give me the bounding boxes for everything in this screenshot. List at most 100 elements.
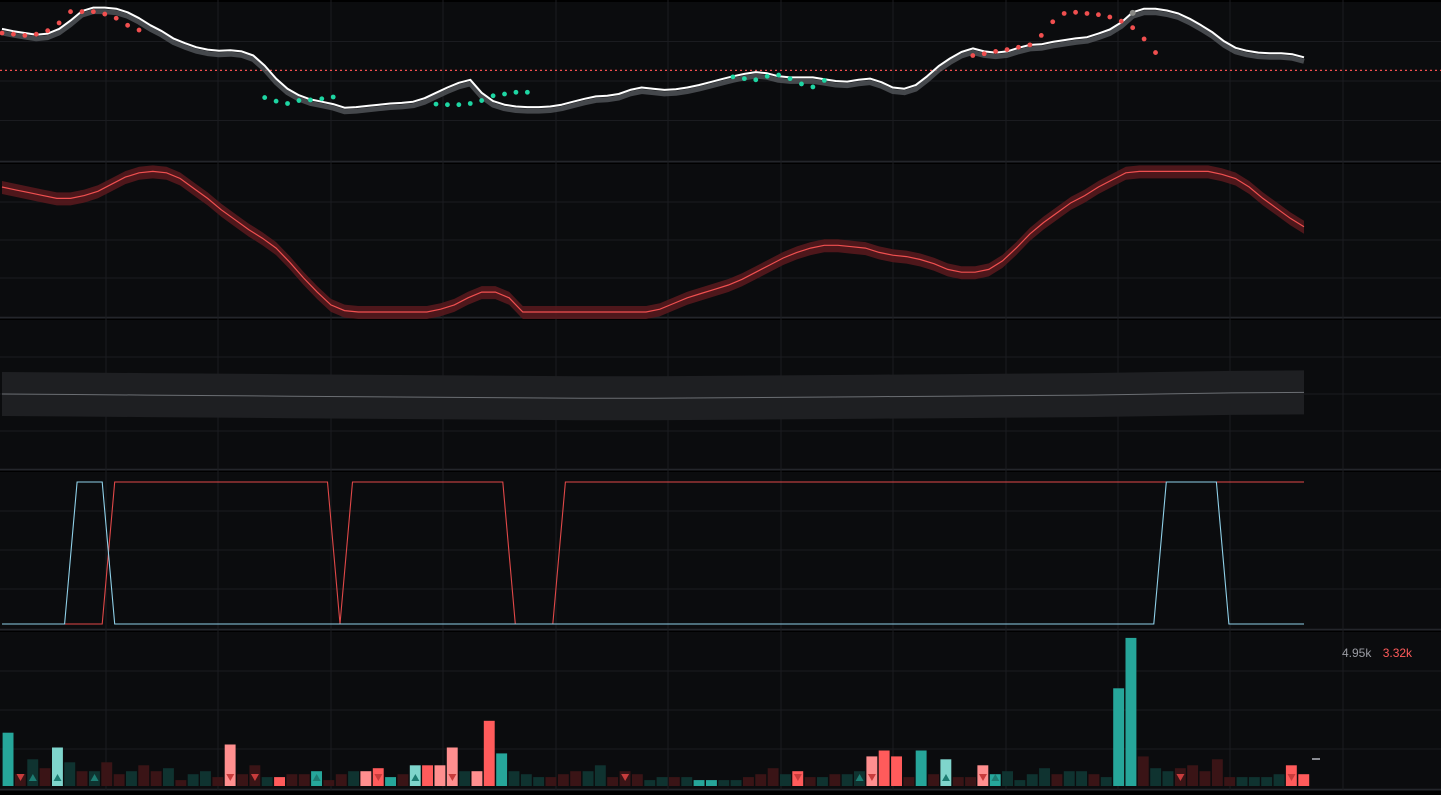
volume-bar: [545, 777, 557, 786]
volume-bar: [76, 771, 88, 786]
oscillator-band: [2, 165, 1304, 319]
signal-dot-green: [810, 84, 816, 90]
signal-dot-green: [433, 101, 439, 107]
volume-bar: [261, 777, 273, 786]
signal-dot-red: [1038, 32, 1044, 38]
signal-dot-green: [445, 102, 450, 108]
volume-bar: [767, 768, 779, 786]
volume-value-2: 3.32k: [1382, 646, 1413, 660]
volume-bar: [681, 777, 693, 786]
volume-bar: [1211, 759, 1223, 786]
volume-bar: [27, 759, 39, 786]
signal-dot-red: [22, 32, 28, 38]
main-line-shadow: [1, 9, 1305, 115]
signal-dot-red: [981, 51, 987, 57]
volume-bar: [1014, 780, 1026, 786]
signal-dot-red: [1061, 11, 1067, 16]
signal-dot-green: [456, 102, 462, 108]
volume-bar: [1150, 768, 1162, 786]
down-marker: [1287, 774, 1296, 781]
volume-bar: [138, 765, 150, 786]
volume-bar: [422, 765, 433, 786]
volume-bar: [397, 774, 409, 786]
up-marker: [53, 774, 62, 781]
volume-bar: [903, 777, 915, 786]
volume-bar: [1002, 771, 1013, 786]
volume-bar: [1125, 637, 1137, 786]
volume-bar: [471, 771, 483, 786]
volume-value-1: 4.95k: [1342, 646, 1372, 660]
signal-dot-green: [502, 91, 507, 97]
signal-dot-red: [79, 9, 85, 15]
signal-dot-green: [753, 77, 759, 83]
volume-bar: [780, 774, 791, 786]
volume-bar: [101, 762, 113, 786]
down-marker: [226, 774, 235, 781]
down-marker: [250, 774, 259, 781]
volume-bar: [841, 774, 853, 786]
signal-dot-red: [970, 53, 976, 58]
main-pane: [0, 6, 1441, 115]
volume-pane: [2, 637, 1320, 786]
volume-bar: [1137, 756, 1149, 786]
volume-bar: [817, 777, 828, 786]
signal-dot-red: [125, 22, 131, 28]
volume-bar: [866, 756, 878, 786]
up-marker: [941, 774, 950, 781]
signal-dot-green: [479, 98, 485, 103]
signal-dot-red: [1118, 18, 1124, 24]
volume-bar: [607, 777, 619, 786]
volume-bar: [952, 777, 964, 786]
volume-bar: [878, 750, 890, 786]
signal-dot-red: [1050, 19, 1056, 25]
signal-dot-green: [821, 78, 827, 83]
volume-bar: [928, 774, 939, 786]
down-marker: [374, 774, 383, 781]
volume-bar: [496, 753, 508, 786]
volume-bar: [631, 774, 643, 786]
down-marker: [448, 774, 457, 781]
volume-bar: [150, 771, 162, 786]
signal-dot-green: [524, 89, 530, 95]
up-marker: [28, 774, 37, 781]
volume-bar: [385, 777, 396, 786]
down-marker: [867, 774, 876, 781]
volume-bar: [459, 771, 471, 786]
volume-bar: [1051, 774, 1063, 786]
volume-bar: [557, 774, 569, 786]
signal-dot-green: [776, 72, 782, 78]
volume-bar: [570, 771, 582, 786]
signal-dot-red: [1016, 44, 1021, 50]
volume-bar: [1088, 774, 1100, 786]
volume-bar: [1187, 765, 1199, 786]
volume-bar: [64, 762, 76, 786]
middle-pane: [1, 370, 1305, 421]
signal-dot-green: [273, 98, 279, 104]
signal-dot-grey: [1129, 9, 1136, 16]
signal-dot-red: [136, 27, 142, 33]
signal-dot-red: [1130, 25, 1136, 31]
signal-dot-red: [113, 15, 119, 21]
volume-bar: [335, 774, 347, 786]
volume-bar: [1224, 777, 1236, 786]
oscillator-pane: [1, 165, 1305, 319]
signal-dot-red: [45, 28, 51, 34]
volume-bar: [1063, 771, 1075, 786]
volume-bar: [298, 774, 310, 786]
volume-bar: [668, 777, 680, 786]
signal-dot-red: [33, 31, 39, 37]
signal-dot-green: [307, 97, 313, 103]
down-marker: [979, 774, 987, 781]
volume-bar: [1039, 768, 1050, 786]
volume-bar: [520, 774, 532, 786]
volume-bar: [348, 771, 359, 786]
volume-bar: [1248, 777, 1260, 786]
volume-bar: [187, 774, 199, 786]
signal-dot-red: [1153, 50, 1158, 55]
signal-dot-red: [0, 30, 5, 36]
signal-dot-red: [90, 9, 96, 15]
volume-bar: [533, 777, 545, 786]
volume-bar: [1026, 774, 1038, 786]
volume-bar: [113, 774, 125, 786]
